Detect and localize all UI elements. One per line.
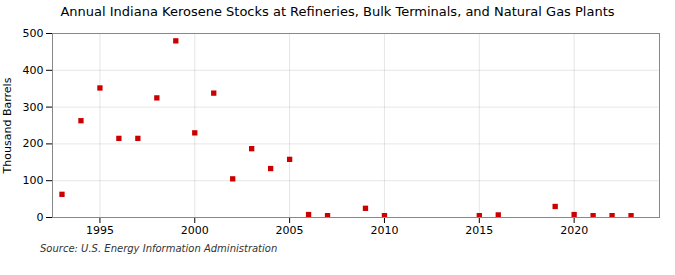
svg-text:400: 400 <box>23 64 44 77</box>
svg-text:200: 200 <box>23 137 44 150</box>
svg-text:2020: 2020 <box>560 224 588 237</box>
svg-text:Thousand Barrels: Thousand Barrels <box>1 77 14 174</box>
svg-text:0: 0 <box>37 211 44 224</box>
svg-text:2010: 2010 <box>370 224 398 237</box>
svg-text:300: 300 <box>23 101 44 114</box>
svg-text:2000: 2000 <box>181 224 209 237</box>
svg-text:2015: 2015 <box>465 224 493 237</box>
svg-text:100: 100 <box>23 174 44 187</box>
svg-text:2005: 2005 <box>276 224 304 237</box>
html-text:Source: U.S. Energy Informatio: Source: U.S. Energy Information Administ… <box>40 243 278 254</box>
svg-text:500: 500 <box>23 27 44 40</box>
svg-text:1995: 1995 <box>86 224 114 237</box>
html-text:Annual Indiana Kerosene Stocks: Annual Indiana Kerosene Stocks at Refine… <box>60 4 615 19</box>
